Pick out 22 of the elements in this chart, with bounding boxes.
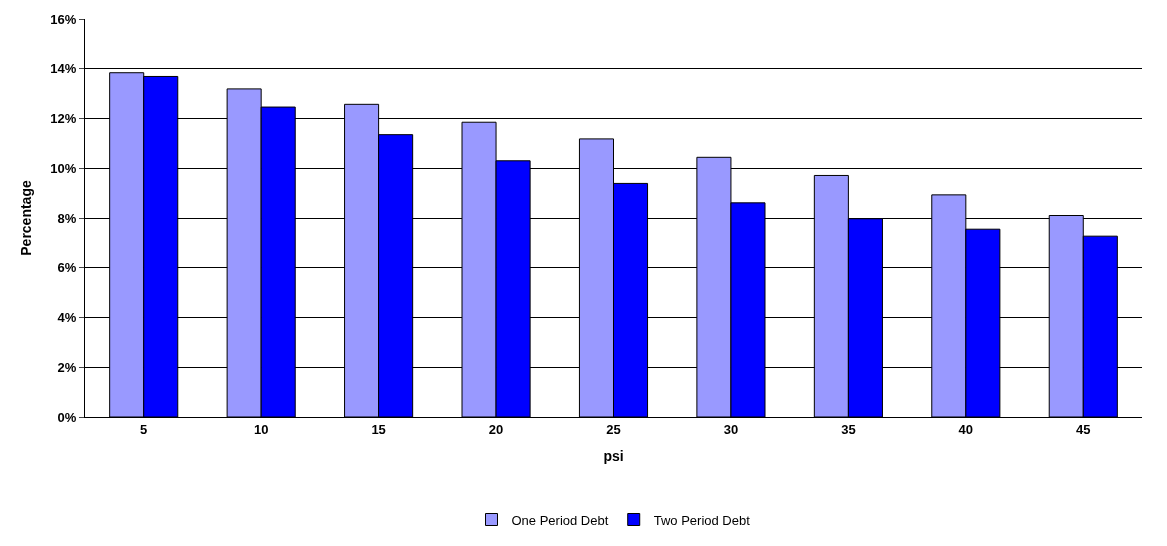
x-tick-label: 10 xyxy=(253,421,269,437)
y-axis-title: Percentage xyxy=(17,180,34,256)
y-tick-label: 14% xyxy=(50,61,77,77)
y-tick-label: 8% xyxy=(57,210,77,226)
x-tick-label: 30 xyxy=(723,421,739,437)
y-tick-label: 12% xyxy=(50,111,77,127)
y-tick-label: 16% xyxy=(50,11,77,27)
legend-label: Two Period Debt xyxy=(653,512,751,528)
x-tick-label: 5 xyxy=(140,421,148,437)
x-tick-label: 45 xyxy=(1076,421,1091,437)
x-tick-label: 20 xyxy=(488,421,504,437)
y-tick-label: 6% xyxy=(57,260,77,276)
y-tick-label: 10% xyxy=(50,160,77,176)
legend-label: One Period Debt xyxy=(511,512,609,528)
y-tick-label: 4% xyxy=(57,310,77,326)
y-tick-label: 2% xyxy=(57,359,77,375)
x-tick-label: 25 xyxy=(606,421,621,437)
x-axis-title: psi xyxy=(603,447,624,464)
x-tick-label: 35 xyxy=(841,421,856,437)
x-tick-label: 15 xyxy=(371,421,386,437)
x-tick-label: 40 xyxy=(958,421,974,437)
y-tick-label: 0% xyxy=(57,409,77,425)
